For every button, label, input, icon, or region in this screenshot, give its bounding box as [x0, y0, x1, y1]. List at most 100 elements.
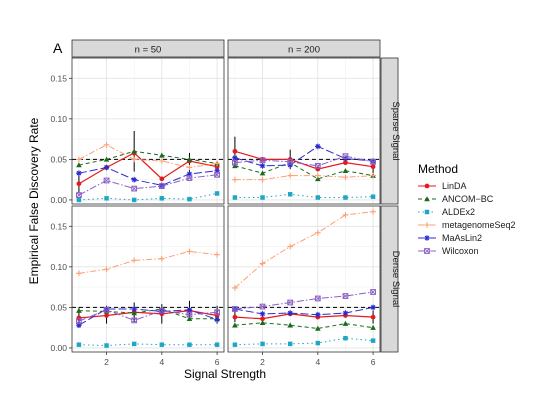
legend-item: metagenomeSeq2	[418, 220, 516, 230]
point-cross	[131, 185, 137, 192]
point	[370, 208, 376, 215]
point	[104, 343, 109, 348]
point	[370, 194, 376, 199]
column-strip-label: n = 50	[135, 45, 162, 56]
point	[159, 308, 165, 315]
point	[159, 158, 165, 164]
column-strip-label: n = 200	[288, 45, 320, 56]
point-box	[103, 306, 110, 313]
point	[76, 322, 82, 329]
series-line	[78, 192, 218, 201]
point	[131, 185, 138, 192]
x-tick-label: 6	[371, 357, 376, 367]
point	[315, 229, 321, 236]
panel-background	[228, 58, 380, 204]
point	[232, 306, 238, 312]
panel-border	[71, 205, 225, 353]
series-line	[78, 343, 218, 347]
y-tick-label: 0.10	[50, 114, 67, 124]
point-cross	[287, 299, 293, 306]
point-cross	[424, 248, 430, 254]
point	[131, 148, 137, 154]
point	[315, 340, 321, 346]
point	[214, 167, 220, 174]
legend-label: LinDA	[442, 181, 467, 191]
point-cross	[232, 306, 238, 312]
x-tick-label: 4	[315, 357, 320, 367]
series-line	[234, 313, 374, 320]
point-cross	[131, 317, 137, 324]
point	[370, 324, 376, 330]
point	[214, 160, 220, 167]
series-line	[234, 211, 374, 289]
point	[342, 167, 349, 173]
point	[232, 148, 238, 154]
point	[259, 163, 266, 169]
point	[370, 158, 376, 165]
point	[131, 306, 137, 312]
point	[232, 154, 238, 161]
series-line	[78, 310, 218, 319]
point-box	[131, 185, 138, 192]
point	[343, 195, 348, 200]
point	[187, 196, 192, 202]
y-tick-label: 0.00	[50, 343, 67, 353]
point-cross	[214, 172, 220, 178]
row-strip	[380, 205, 399, 353]
point	[287, 341, 293, 347]
point	[232, 159, 238, 166]
point-cross	[159, 307, 165, 314]
point-cross	[76, 318, 82, 324]
point-box	[131, 317, 138, 324]
point-cross	[186, 175, 193, 181]
point	[342, 293, 349, 299]
point	[370, 338, 376, 343]
point-cross	[259, 303, 266, 310]
point	[259, 260, 266, 267]
point	[370, 304, 376, 311]
point	[103, 164, 110, 171]
point	[131, 197, 137, 203]
panel-background	[228, 206, 380, 352]
y-axis-label: Empirical False Discovery Rate	[27, 117, 41, 284]
point	[232, 314, 238, 320]
y-tick-label: 0.10	[50, 262, 67, 272]
point-cross	[214, 309, 220, 315]
series-line	[78, 150, 218, 166]
y-tick-label: 0.05	[50, 154, 67, 164]
point-cross	[315, 163, 321, 169]
point-box	[424, 248, 430, 254]
point	[370, 314, 376, 320]
point	[214, 191, 220, 196]
point	[342, 320, 349, 326]
y-tick-label: 0.00	[50, 195, 67, 205]
point	[159, 182, 165, 189]
point	[103, 306, 110, 313]
point	[76, 156, 82, 163]
point	[370, 158, 376, 164]
point	[259, 311, 266, 317]
x-tick-label: 2	[260, 357, 265, 367]
point	[287, 310, 293, 316]
legend-item: ALDEx2	[418, 207, 475, 217]
point-box	[259, 303, 266, 310]
facet-panel: Dense Signal 2 4 6	[227, 205, 401, 367]
point	[343, 335, 348, 341]
point-box	[158, 307, 165, 314]
point	[259, 170, 266, 176]
point-cross	[370, 159, 376, 165]
x-axis-label: Signal Strength	[184, 367, 266, 381]
point	[131, 257, 137, 264]
x-tick-label: 6	[215, 357, 220, 367]
point	[260, 341, 265, 347]
point	[214, 309, 220, 316]
point	[314, 295, 321, 302]
point	[315, 143, 321, 150]
series-line	[234, 322, 374, 329]
point	[76, 270, 82, 277]
panel-border	[227, 205, 381, 353]
legend-label: ANCOM−BC	[442, 194, 494, 204]
point	[159, 342, 165, 347]
series-line	[234, 291, 374, 310]
